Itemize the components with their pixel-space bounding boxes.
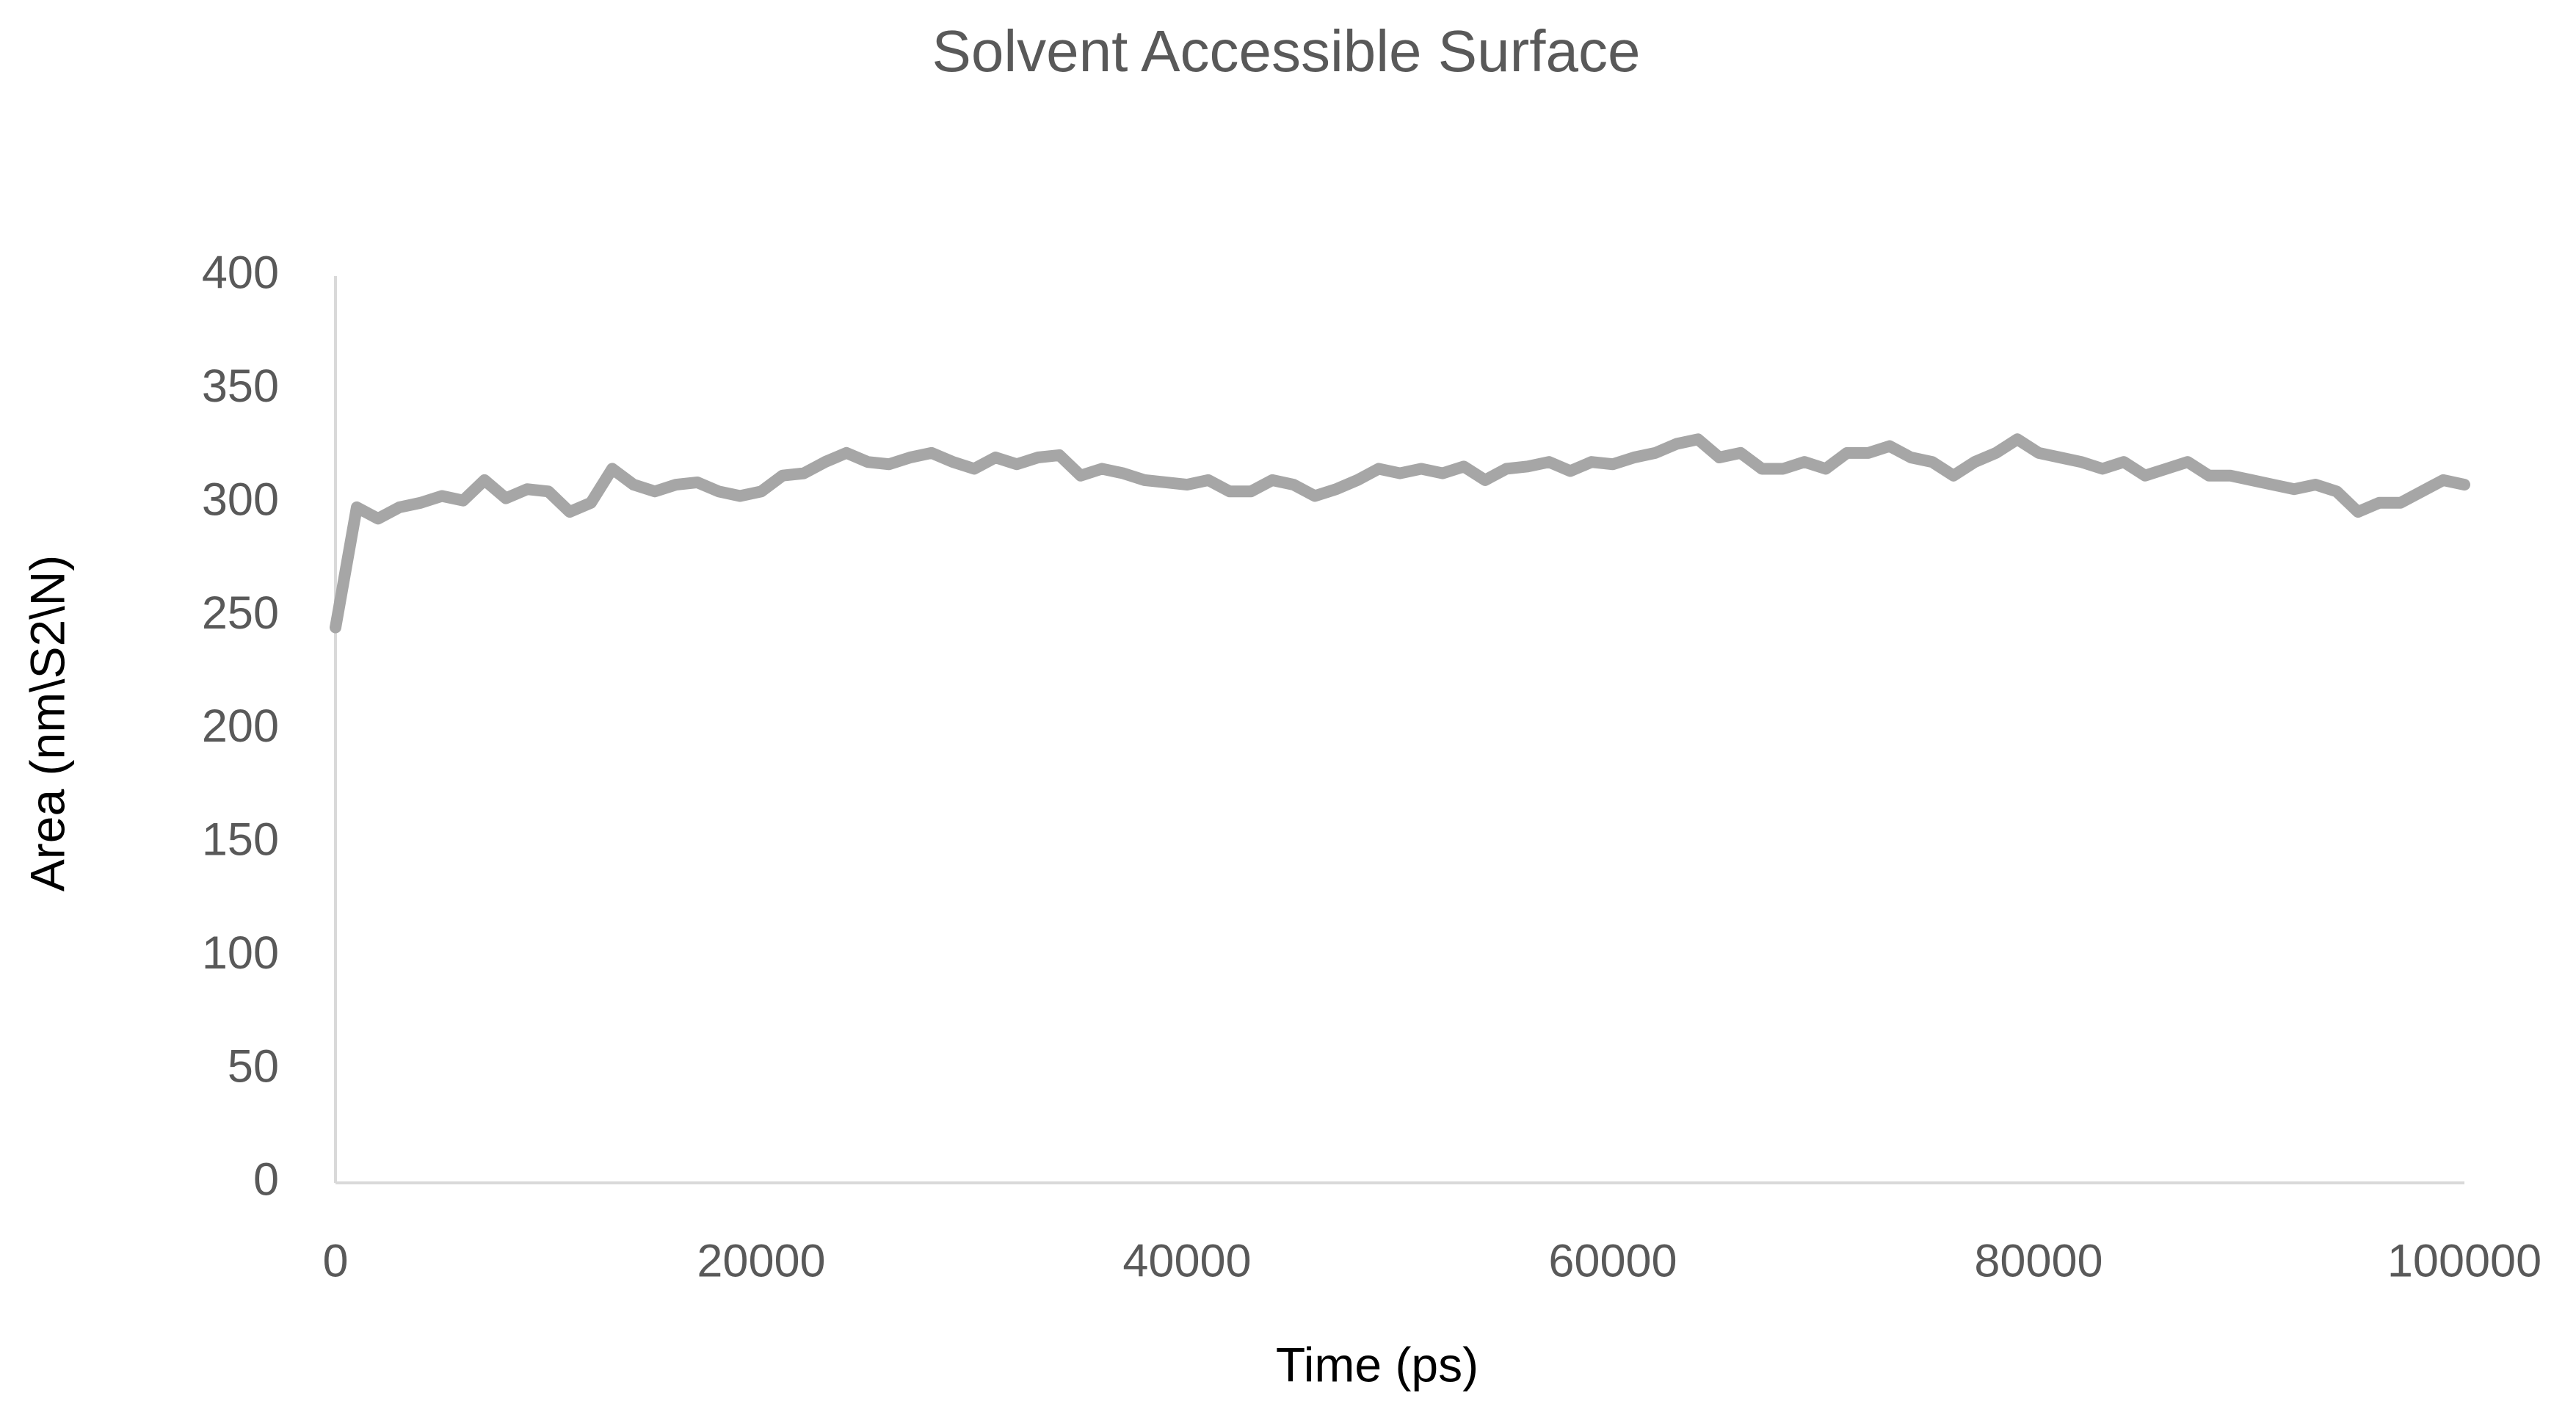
y-tick-label: 0 (253, 1154, 279, 1206)
y-axis-label: Area (nm\S2\N) (20, 555, 74, 891)
x-tick-label: 100000 (2387, 1236, 2541, 1287)
y-tick-label: 250 (202, 587, 279, 639)
y-tick-label: 200 (202, 700, 279, 752)
x-tick-label: 60000 (1548, 1236, 1677, 1287)
data-line (330, 433, 2470, 634)
y-tick-label: 350 (202, 361, 279, 412)
y-tick-label: 400 (202, 247, 279, 299)
y-tick-label: 100 (202, 927, 279, 979)
y-tick-label: 50 (228, 1040, 279, 1092)
x-tick-label: 80000 (1974, 1236, 2102, 1287)
x-tick-label: 20000 (697, 1236, 825, 1287)
x-tick-label: 0 (322, 1236, 348, 1287)
x-tick-label: 40000 (1122, 1236, 1251, 1287)
x-axis-label: Time (ps) (1276, 1337, 1479, 1391)
y-tick-label: 150 (202, 814, 279, 866)
y-tick-label: 300 (202, 474, 279, 525)
chart-title: Solvent Accessible Surface (932, 18, 1641, 84)
